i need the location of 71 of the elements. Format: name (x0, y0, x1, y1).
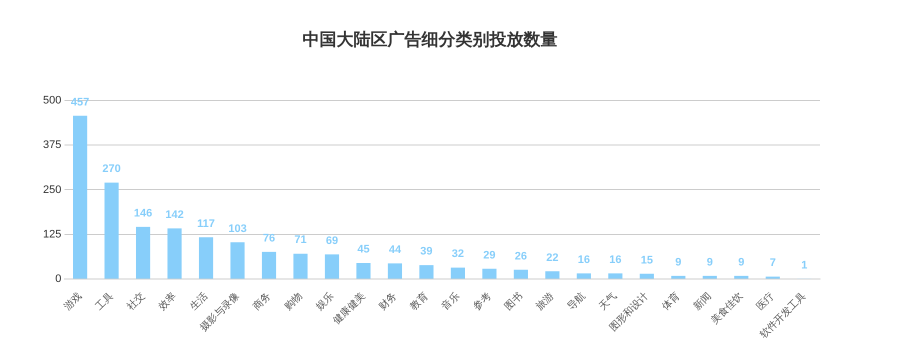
bar (702, 276, 717, 279)
x-tick-label: 新闻 (691, 290, 714, 313)
bar (73, 116, 88, 279)
bar (388, 263, 402, 279)
x-tick-label: 效率 (156, 290, 179, 313)
bar (450, 268, 466, 279)
bar (640, 274, 654, 279)
bar (104, 182, 119, 279)
x-tick-label: 医疗 (754, 290, 777, 313)
x-tick-label: 旅游 (534, 290, 556, 313)
bar (293, 254, 308, 279)
x-tick-label: 音乐 (439, 290, 462, 313)
data-label: 103 (228, 222, 247, 235)
data-label: 9 (675, 256, 682, 268)
bar (167, 228, 182, 279)
data-label: 71 (294, 234, 307, 246)
data-label: 69 (326, 234, 338, 247)
x-tick-label: 图书 (502, 290, 525, 313)
data-label: 146 (134, 207, 152, 220)
data-label: 29 (483, 249, 496, 262)
bar (576, 273, 591, 279)
bar (671, 276, 686, 279)
x-tick-label: 购物 (282, 290, 305, 313)
data-label: 15 (640, 254, 653, 266)
data-label: 7 (770, 257, 776, 270)
data-label: 1 (801, 259, 808, 272)
y-tick-label: 0 (55, 273, 62, 286)
bar (136, 226, 150, 279)
data-label: 117 (197, 218, 215, 230)
bar (198, 237, 214, 279)
y-tick-label: 500 (42, 94, 62, 106)
x-tick-label: 天气 (596, 290, 620, 313)
data-label: 26 (514, 250, 528, 262)
data-label: 76 (262, 232, 276, 244)
x-tick-label: 体育 (660, 290, 682, 313)
bar (482, 268, 496, 279)
bar (324, 254, 340, 279)
y-tick-label: 250 (42, 184, 62, 196)
x-tick-label: 财务 (376, 290, 400, 313)
bar (230, 242, 245, 279)
x-tick-label: 生活 (187, 290, 210, 313)
chart-title: 中国大陆区广告细分类别投放数量 (302, 30, 558, 49)
x-tick-label: 参考 (470, 290, 494, 313)
x-tick-label: 工具 (94, 290, 116, 313)
data-label: 9 (738, 256, 744, 268)
y-tick-label: 375 (42, 139, 62, 152)
bar (356, 263, 371, 279)
data-label: 45 (357, 244, 370, 256)
data-label: 32 (452, 248, 464, 260)
data-label: 270 (102, 163, 121, 176)
data-label: 9 (706, 256, 713, 268)
x-tick-label: 娱乐 (313, 290, 336, 313)
x-tick-label: 游戏 (62, 290, 84, 313)
bar (734, 276, 748, 279)
data-label: 142 (165, 208, 184, 221)
bar (514, 270, 528, 279)
data-label: 16 (578, 254, 590, 266)
bar (608, 273, 622, 279)
bar (262, 252, 276, 279)
x-tick-label: 导航 (565, 290, 588, 313)
x-tick-label: 商务 (250, 290, 274, 313)
x-tick-label: 社交 (124, 290, 148, 313)
bar (545, 271, 560, 279)
data-label: 16 (609, 254, 622, 266)
data-label: 457 (70, 96, 90, 108)
y-tick-label: 125 (42, 228, 62, 240)
bar (419, 265, 434, 279)
data-label: 22 (546, 252, 558, 264)
x-tick-label: 教育 (408, 290, 430, 313)
data-label: 39 (420, 246, 433, 258)
data-label: 44 (388, 244, 402, 256)
